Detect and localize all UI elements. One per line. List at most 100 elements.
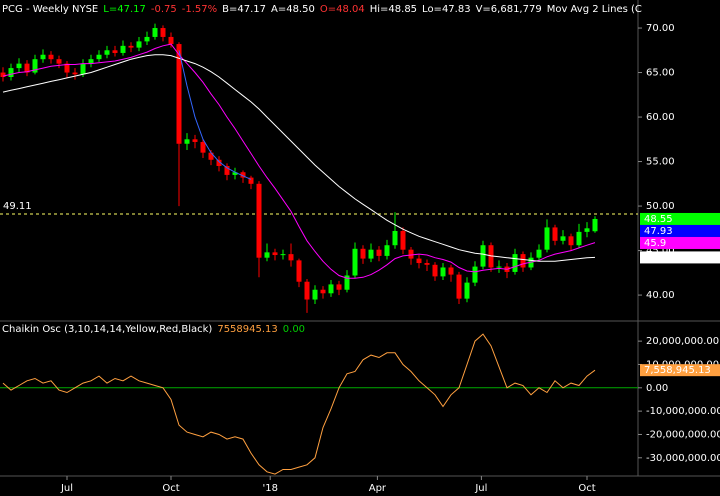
x-tick-label: '18 [262, 483, 277, 494]
y-tick-label: 20,000,000.00 [646, 336, 719, 347]
candle-body [408, 249, 414, 259]
last-value-label: 44.23 [644, 252, 673, 263]
candle-body [352, 248, 358, 276]
panel-signal-value: 0.00 [283, 324, 305, 335]
candle-body [472, 266, 478, 283]
candle-body [520, 254, 526, 268]
candle-body [368, 249, 374, 259]
candle-body [496, 266, 502, 268]
candle-body [176, 44, 182, 144]
x-tick-label: Jul [474, 483, 487, 494]
last-value-label: 47.93 [644, 226, 673, 237]
last-value-box [640, 364, 720, 377]
candle-body [288, 254, 294, 261]
candle-body [128, 45, 134, 48]
candle-body [8, 68, 14, 77]
candle-body [88, 59, 94, 64]
candle-body [240, 172, 246, 178]
candle-body [440, 267, 446, 277]
header-item: Mov Avg 2 Lines (C [547, 4, 642, 15]
y-tick-label: -30,000,000.00 [646, 453, 720, 464]
y-tick-label: 0.00 [646, 383, 668, 394]
header-item: V=6,681,779 [476, 4, 542, 15]
candle-body [192, 139, 198, 142]
moving-average [2, 54, 596, 262]
oscillator-line [2, 333, 596, 475]
candle-body [120, 45, 126, 53]
chart-header: PCG - Weekly NYSE L=47.17 -0.75 -1.57% B=47.… [2, 4, 642, 15]
candle-body [312, 289, 318, 300]
candle-body [568, 236, 574, 246]
x-tick-label: Jul [60, 483, 73, 494]
candle-body [336, 284, 342, 290]
header-item: -1.57% [182, 4, 217, 15]
candle-body [376, 249, 382, 256]
y-tick-label: 40.00 [646, 290, 675, 301]
header-item: Hi=48.85 [370, 4, 417, 15]
candle-body [264, 252, 270, 258]
header-item: L=47.17 [103, 4, 146, 15]
candle-body [480, 245, 486, 267]
candle-body [416, 258, 422, 264]
y-tick-label: 55.00 [646, 157, 675, 168]
header-item: A=48.50 [271, 4, 315, 15]
candle-body [200, 141, 206, 153]
candle-body [320, 289, 326, 294]
candle-body [464, 282, 470, 299]
candle-body [72, 72, 78, 75]
candle-body [40, 54, 46, 60]
candle-body [136, 41, 142, 48]
candle-body [584, 228, 590, 232]
candle-body [512, 254, 518, 272]
candle-body [576, 231, 582, 246]
candle-body [304, 281, 310, 300]
candle-body [424, 263, 430, 265]
candle-body [256, 183, 262, 258]
candle-body [296, 260, 302, 282]
y-tick-label: 60.00 [646, 112, 675, 123]
candle-body [216, 159, 222, 167]
last-value-label: 45.9 [644, 238, 666, 249]
header-item: -0.75 [151, 4, 177, 15]
moving-average [178, 50, 252, 180]
last-value-box [640, 251, 720, 264]
candle-body [56, 59, 62, 64]
candle-body [64, 63, 70, 73]
candle-body [448, 267, 454, 275]
candle-body [168, 36, 174, 45]
last-value-box [640, 236, 720, 249]
x-tick-label: Apr [369, 483, 387, 494]
candle-body [152, 28, 158, 37]
candle-body [560, 236, 566, 241]
x-tick-label: Oct [162, 483, 179, 494]
candle-body [328, 284, 334, 294]
candle-body [280, 254, 286, 256]
y-tick-label: 45.00 [646, 246, 675, 257]
last-value-label: 7,558,945.13 [644, 365, 711, 376]
last-value-box [640, 212, 720, 225]
candle-body [224, 166, 230, 175]
candle-body [384, 245, 390, 256]
panel-title-text: Chaikin Osc (3,10,14,14,Yellow,Red,Black… [2, 324, 212, 335]
x-tick-label: Oct [578, 483, 595, 494]
candle-body [16, 63, 22, 69]
candle-body [536, 249, 542, 258]
candle-body [400, 230, 406, 250]
y-tick-label: -20,000,000.00 [646, 429, 720, 440]
y-tick-label: -10,000,000.00 [646, 406, 720, 417]
y-tick-label: 50.00 [646, 201, 675, 212]
candle-body [392, 230, 398, 246]
panel-last-value: 7558945.13 [217, 324, 277, 335]
candle-body [272, 252, 278, 256]
candle-body [112, 50, 118, 53]
candle-body [232, 172, 238, 175]
moving-average [2, 43, 596, 279]
reference-label: 49.11 [3, 201, 32, 212]
last-value-label: 48.55 [644, 214, 673, 225]
candle-body [0, 72, 6, 77]
header-item: PCG - Weekly NYSE [2, 4, 98, 15]
candle-body [96, 54, 102, 60]
